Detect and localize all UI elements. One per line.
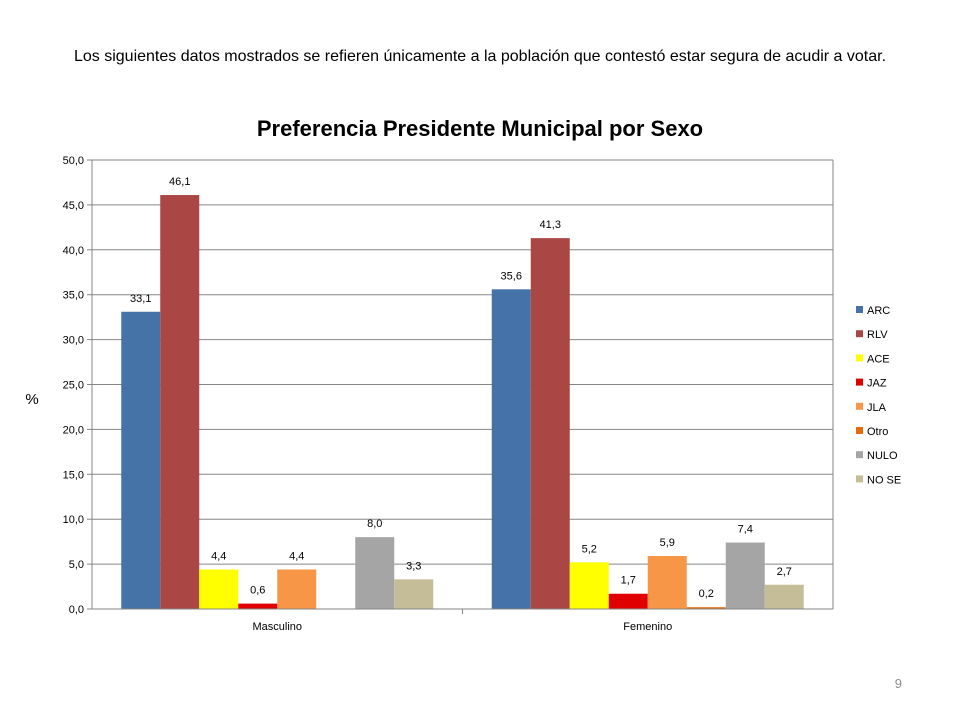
y-tick-label: 20,0 [63, 424, 84, 436]
bar-jaz-masculino [238, 603, 278, 609]
legend-label: JLA [867, 402, 887, 414]
legend-label: ACE [867, 353, 890, 365]
data-label: 46,1 [169, 176, 190, 188]
data-label: 0,6 [250, 585, 265, 597]
chart-title: Preferencia Presidente Municipal por Sex… [256, 116, 704, 141]
legend-swatch [856, 451, 863, 459]
data-label: 41,3 [540, 219, 561, 231]
bar-jaz-femenino [608, 593, 648, 609]
data-label: 33,1 [130, 293, 151, 305]
legend: ARC RLV ACE JAZ JLA Otro NULO NO SE [856, 305, 901, 486]
data-labels: 33,1 46,1 4,4 0,6 4,4 8,0 3,3 35,6 41,3 5,2 1,7 5,9… [130, 176, 792, 600]
bar-no-se-masculino [394, 579, 434, 609]
legend-label: JAZ [867, 378, 887, 390]
y-tick-label: 5,0 [69, 559, 84, 571]
data-label: 35,6 [501, 270, 522, 282]
intro-text: Los siguientes datos mostrados se refier… [73, 48, 887, 65]
bar-no-se-femenino [764, 584, 804, 609]
bars [121, 195, 804, 609]
bar-ace-femenino [569, 562, 609, 609]
gridlines [92, 159, 833, 610]
x-tick-label: Masculino [252, 621, 302, 633]
bar-nulo-masculino [355, 537, 395, 609]
y-tick-label: 50,0 [63, 155, 84, 167]
data-label: 7,4 [738, 524, 753, 536]
data-label: 1,7 [621, 575, 636, 587]
data-label: 3,3 [406, 560, 421, 572]
data-label: 0,2 [699, 588, 714, 600]
legend-swatch [856, 427, 863, 434]
bar-arc-femenino [491, 289, 531, 609]
legend-label: NO SE [867, 474, 901, 486]
y-tick-label: 40,0 [63, 245, 84, 257]
legend-swatch [856, 402, 863, 410]
data-label: 5,9 [660, 537, 675, 549]
bar-nulo-femenino [725, 542, 765, 609]
bar-rlv-masculino [160, 195, 200, 609]
legend-label: Otro [867, 426, 888, 438]
bar-ace-masculino [199, 569, 239, 609]
bar-arc-masculino [121, 311, 161, 609]
legend-label: NULO [867, 450, 898, 462]
legend-swatch [856, 330, 863, 338]
bar-jla-femenino [647, 556, 687, 609]
data-label: 5,2 [582, 543, 597, 555]
bar-otro-femenino [686, 607, 726, 609]
bar-jla-masculino [277, 569, 317, 609]
legend-label: RLV [867, 329, 888, 341]
y-tick-label: 15,0 [63, 469, 84, 481]
legend-label: ARC [867, 305, 890, 317]
y-tick-label: 25,0 [63, 380, 84, 392]
y-tick-label: 35,0 [63, 290, 84, 302]
data-label: 4,4 [289, 550, 304, 562]
legend-swatch [856, 378, 863, 386]
y-tick-label: 10,0 [63, 514, 84, 526]
y-tick-label: 0,0 [69, 604, 84, 616]
legend-swatch [856, 354, 863, 362]
legend-swatch [856, 475, 863, 483]
legend-swatch [856, 306, 863, 313]
y-tick-label: 30,0 [63, 335, 84, 347]
data-label: 8,0 [367, 518, 382, 530]
data-label: 2,7 [777, 566, 792, 578]
data-label: 4,4 [211, 550, 226, 562]
bar-rlv-femenino [530, 238, 570, 609]
page-number: 9 [894, 676, 902, 691]
y-tick-label: 45,0 [63, 200, 84, 212]
x-tick-label: Femenino [623, 621, 672, 633]
y-axis-label: % [25, 391, 38, 408]
axes: 0,0 5,0 10,0 15,0 20,0 25,0 30,0 35,0 40,0 45,0 50… [25, 155, 834, 633]
